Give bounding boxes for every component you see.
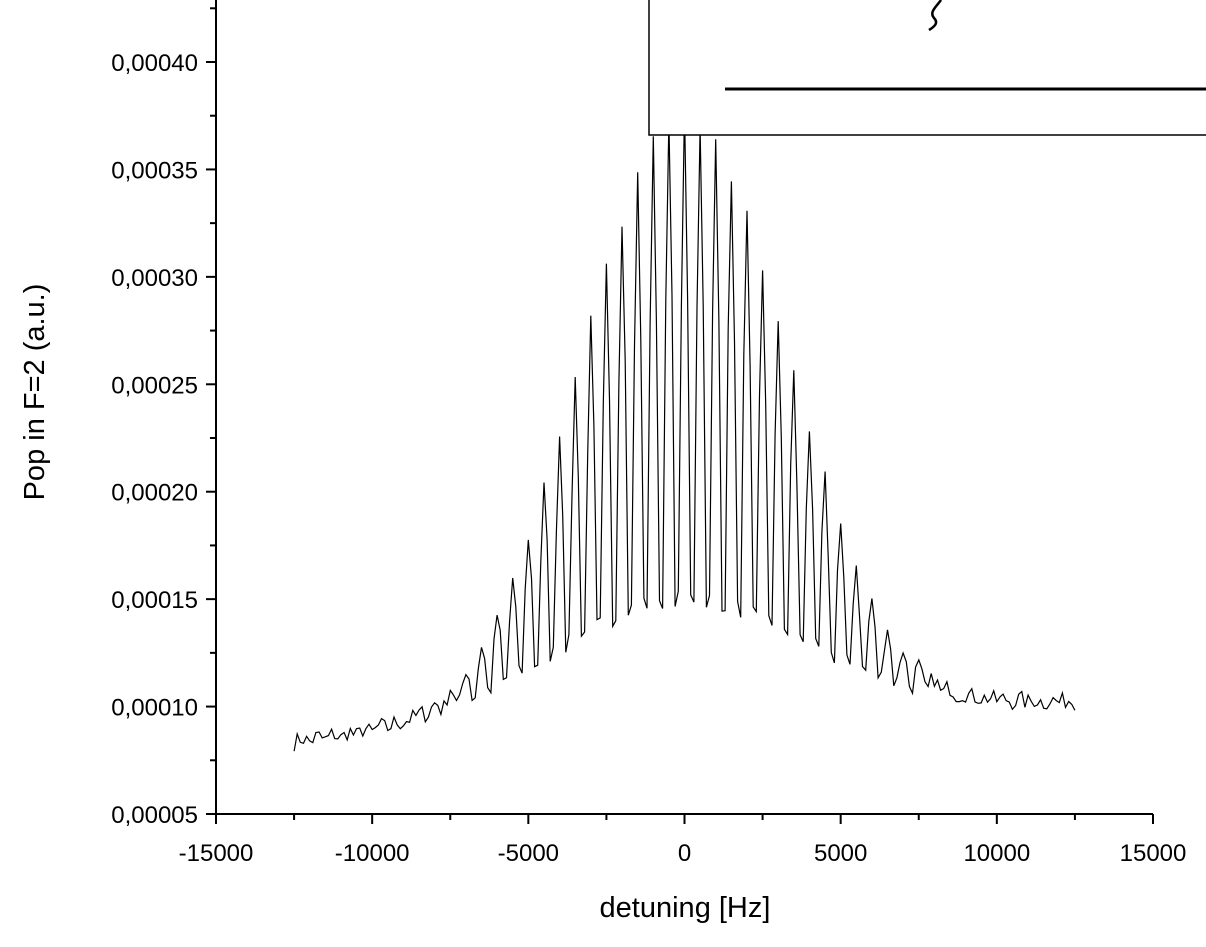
y-tick-label: 0,00035 xyxy=(111,157,198,184)
y-tick-label: 0,00040 xyxy=(111,50,198,77)
y-tick-label: 0,00015 xyxy=(111,587,198,614)
x-tick-label: -10000 xyxy=(335,840,410,867)
y-axis-title: Pop in F=2 (a.u.) xyxy=(19,284,51,501)
x-tick-label: 15000 xyxy=(1120,840,1187,867)
y-tick-labels: 0,00005 0,00010 0,00015 0,00020 0,00025 0,000… xyxy=(111,50,198,829)
y-tick-label: 0,00030 xyxy=(111,265,198,292)
y-tick-label: 0,00020 xyxy=(111,480,198,507)
series-line xyxy=(293,107,1076,752)
x-tick-label: -5000 xyxy=(498,840,559,867)
x-tick-labels: -15000 -10000 -5000 0 5000 10000 15000 xyxy=(179,840,1187,867)
tick-marks xyxy=(206,7,1154,824)
x-axis-title: detuning [Hz] xyxy=(600,892,771,924)
y-tick-label: 0,00025 xyxy=(111,372,198,399)
y-tick-label: 0,00005 xyxy=(111,802,198,829)
y-tick-label: 0,00010 xyxy=(111,695,198,722)
x-tick-label: 10000 xyxy=(963,840,1030,867)
x-tick-label: 5000 xyxy=(814,840,867,867)
inset-box xyxy=(648,0,1206,136)
inset-squiggle-icon xyxy=(928,0,943,32)
x-tick-label: 0 xyxy=(678,840,691,867)
x-tick-label: -15000 xyxy=(179,840,254,867)
